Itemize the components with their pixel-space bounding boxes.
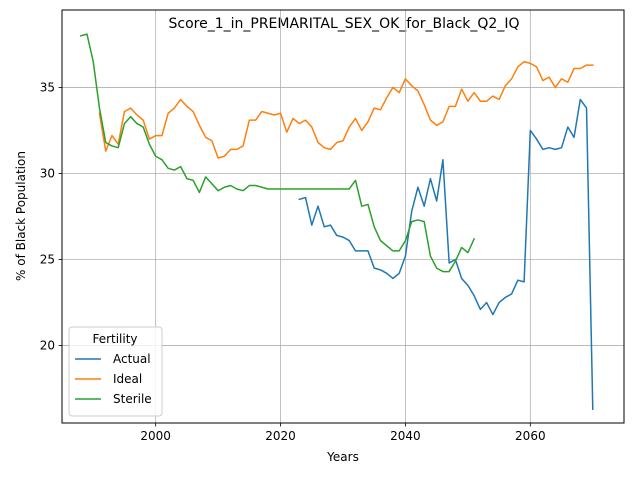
legend-title: Fertility bbox=[92, 332, 137, 346]
legend-label-sterile: Sterile bbox=[113, 392, 152, 406]
y-axis-ticks: 20 25 30 35 bbox=[40, 80, 62, 353]
series-line-ideal bbox=[98, 60, 594, 159]
y-tick-label: 25 bbox=[40, 253, 55, 267]
series-lines bbox=[79, 33, 594, 410]
y-tick-label: 20 bbox=[40, 339, 55, 353]
x-tick-label: 2000 bbox=[140, 429, 171, 443]
chart-title: Score_1_in_PREMARITAL_SEX_OK_for_Black_Q… bbox=[169, 16, 520, 32]
x-tick-label: 2060 bbox=[515, 429, 546, 443]
series-line-actual bbox=[298, 98, 594, 410]
x-tick-label: 2020 bbox=[265, 429, 296, 443]
y-axis-label: % of Black Population bbox=[14, 151, 28, 281]
legend-box bbox=[68, 326, 163, 417]
legend: Fertility Actual Ideal Sterile bbox=[68, 326, 163, 417]
y-tick-label: 30 bbox=[40, 166, 55, 180]
x-axis-label: Years bbox=[326, 450, 359, 464]
y-tick-label: 35 bbox=[40, 80, 55, 94]
series-line-sterile bbox=[79, 33, 476, 273]
legend-entries: Actual Ideal Sterile bbox=[75, 352, 152, 406]
x-tick-label: 2040 bbox=[390, 429, 421, 443]
plot-frame bbox=[61, 9, 625, 424]
legend-label-ideal: Ideal bbox=[113, 372, 142, 386]
x-axis-ticks: 2000 2020 2040 2060 bbox=[140, 423, 546, 443]
legend-label-actual: Actual bbox=[113, 352, 151, 366]
